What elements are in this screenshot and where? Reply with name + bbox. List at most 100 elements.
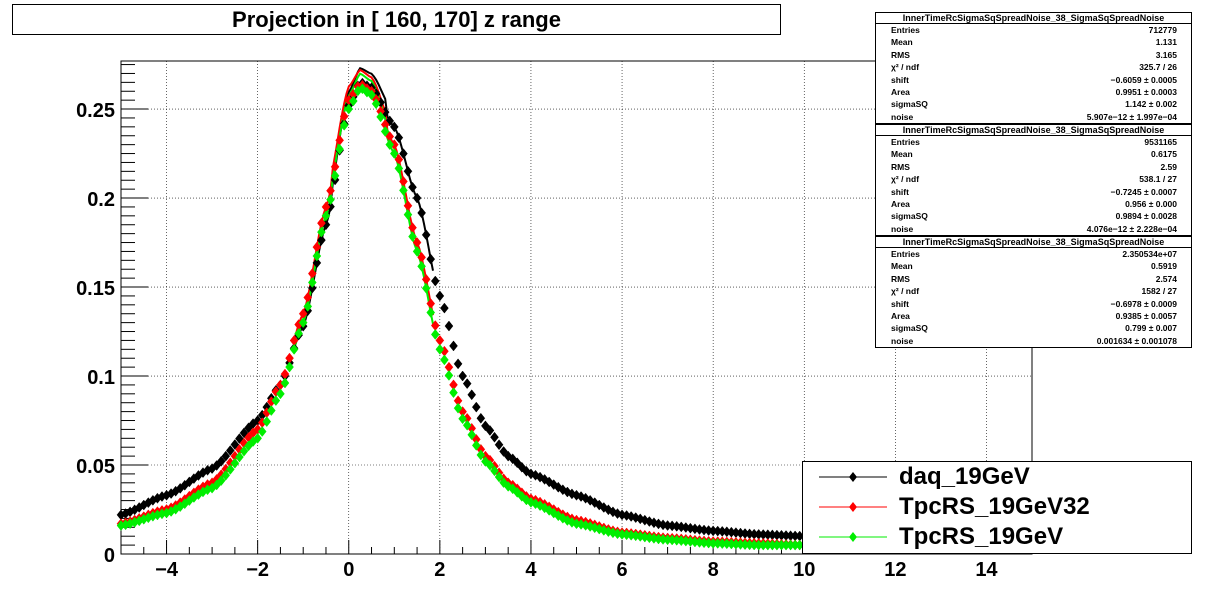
data-point — [216, 455, 226, 467]
stats-label: noise — [891, 111, 914, 122]
data-point — [298, 317, 308, 329]
y-tick-label: 0.05 — [76, 456, 115, 478]
stats-value: 0.001634 ± 0.001078 — [1096, 335, 1177, 346]
data-point — [440, 354, 449, 366]
data-point — [476, 412, 486, 424]
data-point — [348, 95, 358, 107]
stats-row: sigmaSQ 0.799 ± 0.007 — [876, 322, 1191, 334]
data-point — [394, 132, 404, 144]
data-point — [458, 370, 467, 382]
stats-label: χ² / ndf — [891, 174, 920, 185]
data-point — [289, 343, 299, 355]
data-point — [280, 377, 290, 389]
data-point — [412, 192, 422, 204]
stats-label: RMS — [891, 273, 910, 284]
data-point — [307, 282, 317, 294]
data-point — [426, 307, 436, 318]
x-tick-label: 8 — [708, 559, 719, 581]
chart-title: Projection in [ 160, 170] z range — [12, 4, 781, 35]
data-point — [239, 445, 249, 457]
data-point — [253, 432, 262, 444]
data-point — [453, 358, 463, 370]
data-point — [604, 504, 613, 516]
stats-value: 0.6175 — [1151, 149, 1177, 160]
legend-marker — [819, 502, 887, 512]
data-point — [417, 207, 426, 219]
data-point — [294, 328, 303, 339]
data-point — [307, 277, 317, 288]
data-point — [312, 257, 322, 269]
stats-row: noise 4.076e−12 ± 2.228e−04 — [876, 223, 1191, 235]
data-point — [421, 282, 431, 294]
legend: daq_19GeV TpcRS_19GeV32 TpcRS_19GeV — [802, 461, 1192, 554]
stats-value: −0.6978 ± 0.0009 — [1110, 298, 1177, 309]
data-point — [494, 439, 504, 451]
stats-title: InnerTimeRcSigmaSqSpreadNoise_38_SigmaSq… — [876, 125, 1191, 136]
stats-value: 2.59 — [1160, 161, 1177, 172]
data-point — [517, 461, 527, 473]
data-point — [385, 139, 395, 151]
stats-label: shift — [891, 298, 909, 309]
stats-label: Entries — [891, 249, 920, 259]
legend-label: daq_19GeV — [899, 463, 1030, 490]
data-point — [485, 459, 495, 471]
data-point — [608, 506, 618, 518]
stats-label: RMS — [891, 161, 910, 172]
data-point — [503, 450, 513, 462]
legend-marker — [819, 472, 887, 482]
stats-label: RMS — [891, 49, 910, 60]
stats-row: Mean 0.5919 — [876, 260, 1191, 272]
data-point — [216, 475, 226, 486]
data-point — [225, 464, 235, 475]
stats-value: 1582 / 27 — [1141, 286, 1177, 297]
stats-value: 325.7 / 26 — [1139, 62, 1177, 73]
data-point — [471, 439, 481, 451]
legend-marker-diamond — [849, 502, 857, 512]
data-point — [399, 184, 408, 196]
x-tick-label: 2 — [434, 559, 445, 581]
stats-label: χ² / ndf — [891, 286, 920, 297]
x-tick-label: −2 — [246, 559, 269, 581]
data-point — [403, 165, 413, 177]
data-point — [540, 474, 549, 485]
data-point — [467, 429, 477, 441]
stats-row: Area 0.9951 ± 0.0003 — [876, 86, 1191, 98]
stats-row: Entries 9531165 — [876, 136, 1191, 148]
legend-label: TpcRS_19GeV — [899, 523, 1064, 550]
data-point — [444, 370, 454, 381]
stats-row: RMS 2.59 — [876, 161, 1191, 173]
data-point — [389, 148, 399, 159]
data-point — [235, 451, 244, 463]
stats-box: InnerTimeRcSigmaSqSpreadNoise_38_SigmaSq… — [875, 124, 1192, 237]
stats-label: sigmaSQ — [891, 323, 928, 334]
stats-value: 9531165 — [1144, 137, 1177, 147]
stats-title: InnerTimeRcSigmaSqSpreadNoise_38_SigmaSq… — [876, 13, 1191, 24]
data-point — [453, 402, 463, 414]
stats-row: Mean 1.131 — [876, 36, 1191, 48]
data-point — [512, 457, 522, 469]
data-point — [221, 450, 231, 462]
data-point — [417, 260, 426, 272]
data-point — [330, 170, 340, 182]
stats-title: InnerTimeRcSigmaSqSpreadNoise_38_SigmaSq… — [876, 237, 1191, 248]
stats-row: RMS 2.574 — [876, 273, 1191, 285]
data-point — [563, 486, 572, 498]
data-point — [485, 425, 495, 436]
data-point — [599, 502, 609, 513]
stats-label: Mean — [891, 149, 913, 160]
data-point — [553, 481, 563, 493]
y-tick-label: 0 — [104, 545, 115, 567]
stats-value: −0.6059 ± 0.0005 — [1110, 74, 1177, 85]
data-point — [430, 329, 440, 340]
stats-label: shift — [891, 186, 909, 197]
data-point — [262, 416, 272, 427]
legend-entry-tpcrs32: TpcRS_19GeV32 — [803, 492, 1191, 522]
stats-row: χ² / ndf 1582 / 27 — [876, 285, 1191, 297]
stats-label: shift — [891, 74, 909, 85]
data-point — [594, 499, 604, 511]
stats-label: Mean — [891, 37, 913, 48]
data-point — [458, 413, 467, 425]
stats-label: Entries — [891, 137, 920, 147]
stats-row: Entries 2.350534e+07 — [876, 248, 1191, 260]
data-point — [394, 163, 404, 174]
